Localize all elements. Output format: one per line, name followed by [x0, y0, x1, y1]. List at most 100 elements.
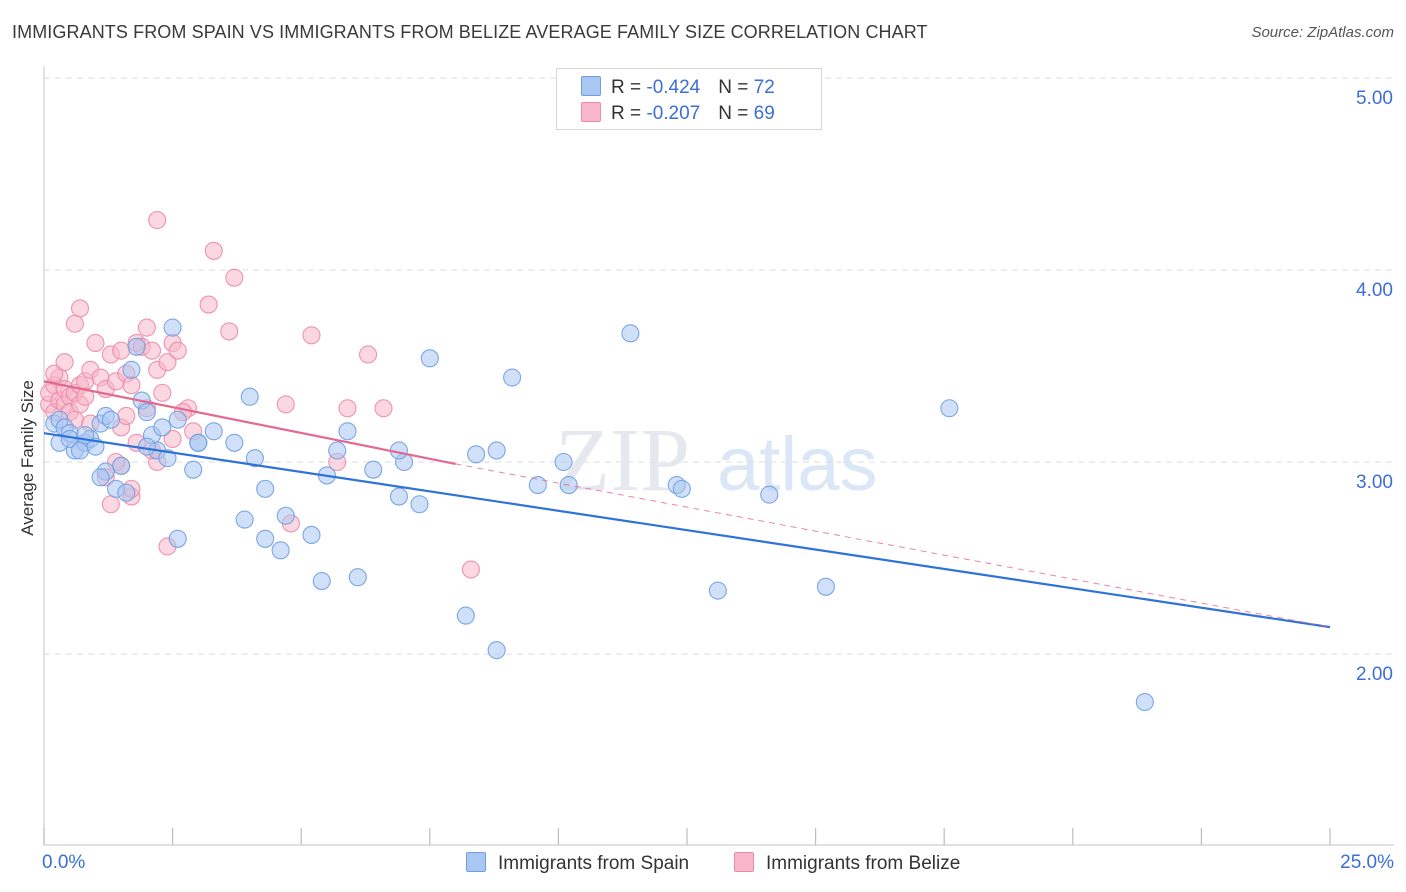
- belize-point: [461, 560, 481, 579]
- spain-point: [91, 468, 110, 487]
- spain-points: [45, 318, 1154, 712]
- spain-point: [456, 606, 475, 625]
- spain-point: [245, 449, 264, 468]
- belize-point: [168, 341, 187, 360]
- belize-point: [220, 322, 239, 341]
- belize-point: [142, 341, 162, 360]
- belize-point: [65, 314, 84, 333]
- spain-point: [328, 441, 347, 460]
- spain-point: [184, 460, 203, 479]
- legend-swatch-spain: [581, 76, 601, 96]
- trend-lines: [43, 380, 1331, 629]
- spain-point: [487, 641, 506, 660]
- spain-point: [256, 529, 275, 548]
- spain-point: [122, 360, 141, 379]
- belize-point: [148, 211, 167, 230]
- spain-point: [137, 403, 156, 422]
- spain-point: [302, 525, 321, 545]
- y-tick-label: 4.00: [1356, 280, 1393, 301]
- spain-point: [672, 479, 691, 498]
- legend-r-value-belize: -0.207: [646, 103, 701, 124]
- legend-n-label: N =: [718, 77, 754, 98]
- legend-n-value-spain: 72: [753, 77, 775, 98]
- source-label: Source: ZipAtlas.com: [1251, 24, 1394, 41]
- belize-point: [117, 406, 136, 425]
- y-tick-labels: 2.00 3.00 4.00 5.00: [1356, 88, 1393, 685]
- bottom-legend-spain: Immigrants from Spain: [466, 852, 689, 875]
- spain-point: [420, 349, 439, 368]
- spain-point: [708, 581, 727, 600]
- spain-point: [312, 571, 331, 591]
- chart-title: IMMIGRANTS FROM SPAIN VS IMMIGRANTS FROM…: [12, 22, 928, 42]
- legend-n-label: N =: [718, 103, 754, 124]
- y-tick-label: 3.00: [1356, 472, 1393, 493]
- belize-point: [153, 383, 172, 402]
- spain-point: [168, 410, 187, 429]
- legend-row-belize: R = -0.207 N = 69: [581, 102, 775, 124]
- belize-point: [163, 429, 182, 449]
- belize-point: [55, 353, 74, 372]
- legend-swatch-spain: [466, 852, 486, 872]
- belize-point: [137, 318, 156, 337]
- legend-n-value-belize: 69: [753, 103, 775, 124]
- spain-point: [503, 368, 522, 387]
- belize-point: [199, 295, 218, 314]
- belize-point: [374, 399, 393, 418]
- belize-trend-extension: [455, 463, 1331, 628]
- spain-point: [1135, 692, 1154, 712]
- spain-point: [364, 460, 383, 479]
- spain-point: [760, 485, 779, 504]
- correlation-legend: R = -0.424 N = 72 R = -0.207 N = 69: [556, 68, 822, 130]
- y-tick-label: 2.00: [1356, 664, 1393, 685]
- watermark-atlas: atlas: [717, 422, 878, 507]
- belize-trend-line: [43, 380, 456, 465]
- spain-point: [528, 475, 547, 495]
- spain-point: [256, 479, 275, 498]
- belize-point: [122, 376, 141, 395]
- spain-point: [235, 510, 254, 529]
- spain-point: [271, 541, 290, 560]
- belize-point: [276, 395, 295, 414]
- legend-r-value-spain: -0.424: [646, 77, 701, 98]
- spain-point: [940, 399, 959, 418]
- belize-point: [76, 387, 95, 406]
- belize-point: [359, 345, 378, 364]
- spain-point: [153, 418, 172, 437]
- spain-point: [117, 483, 136, 502]
- spain-point: [338, 422, 357, 441]
- spain-point: [189, 433, 208, 452]
- spain-point: [163, 318, 182, 337]
- belize-point: [112, 341, 131, 360]
- belize-point: [70, 299, 90, 318]
- spain-point: [204, 422, 223, 441]
- spain-point: [225, 433, 244, 452]
- x-tick-label-min: 0.0%: [42, 852, 86, 873]
- spain-trend-line: [43, 432, 1331, 629]
- spain-point: [621, 324, 640, 343]
- spain-point: [816, 577, 835, 596]
- belize-point: [302, 326, 321, 345]
- legend-swatch-belize: [581, 102, 601, 122]
- gridlines: [44, 77, 1394, 655]
- legend-r-label: R =: [611, 77, 647, 98]
- y-axis-label: Average Family Size: [18, 380, 37, 536]
- legend-label-belize: Immigrants from Belize: [766, 853, 961, 874]
- belize-point: [45, 364, 64, 383]
- spain-point: [168, 529, 187, 548]
- legend-label-spain: Immigrants from Spain: [498, 853, 690, 874]
- spain-point: [137, 437, 156, 456]
- watermark-zip: ZIP: [555, 411, 690, 510]
- spain-point: [276, 506, 295, 525]
- bottom-legend-belize: Immigrants from Belize: [734, 852, 960, 875]
- spain-point: [348, 568, 367, 587]
- belize-point: [225, 268, 244, 287]
- spain-point: [101, 410, 120, 429]
- legend-r-label: R =: [611, 103, 647, 124]
- legend-swatch-belize: [734, 852, 754, 872]
- spain-point: [240, 387, 259, 406]
- belize-point: [86, 333, 105, 353]
- belize-point: [158, 353, 177, 372]
- spain-point: [467, 445, 486, 464]
- belize-points: [40, 211, 481, 579]
